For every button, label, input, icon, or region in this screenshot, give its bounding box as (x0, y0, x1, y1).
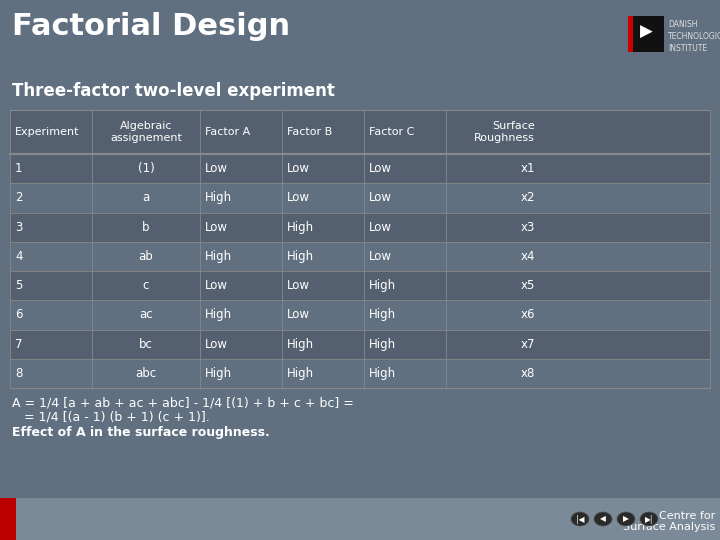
Text: x4: x4 (521, 250, 535, 263)
Text: x2: x2 (521, 191, 535, 204)
Ellipse shape (640, 512, 658, 526)
Text: 4: 4 (15, 250, 22, 263)
Bar (10, 329, 710, 359)
Bar (10, 213, 710, 242)
Text: High: High (287, 367, 314, 380)
Bar (10, 242, 710, 271)
Text: Factor A: Factor A (205, 127, 251, 137)
Bar (10, 271, 710, 300)
Text: Low: Low (369, 191, 392, 204)
Text: abc: abc (135, 367, 156, 380)
Text: High: High (205, 367, 232, 380)
Text: 8: 8 (15, 367, 22, 380)
Text: High: High (205, 250, 232, 263)
Text: a: a (143, 191, 150, 204)
Text: Low: Low (205, 338, 228, 350)
Text: ac: ac (139, 308, 153, 321)
Text: c: c (143, 279, 149, 292)
Text: ▶: ▶ (639, 23, 652, 41)
Ellipse shape (571, 512, 589, 526)
Text: = 1/4 [(a - 1) (b + 1) (c + 1)].: = 1/4 [(a - 1) (b + 1) (c + 1)]. (12, 411, 210, 424)
Text: Three-factor two-level experiment: Three-factor two-level experiment (12, 82, 335, 100)
Text: Low: Low (205, 162, 228, 175)
Text: Factor B: Factor B (287, 127, 332, 137)
Text: ab: ab (139, 250, 153, 263)
Text: 2: 2 (15, 191, 22, 204)
Text: High: High (287, 250, 314, 263)
Bar (0, 498, 16, 540)
Text: ▶: ▶ (623, 515, 629, 523)
Text: x7: x7 (521, 338, 535, 350)
Text: x6: x6 (521, 308, 535, 321)
Text: Low: Low (287, 191, 310, 204)
Text: High: High (369, 367, 396, 380)
Text: Low: Low (369, 162, 392, 175)
Text: High: High (369, 279, 396, 292)
Bar (628, 16, 664, 52)
Text: bc: bc (139, 338, 153, 350)
Text: High: High (287, 221, 314, 234)
Text: Effect of A in the surface roughness.: Effect of A in the surface roughness. (12, 426, 270, 439)
Text: Surface Analysis: Surface Analysis (623, 522, 715, 532)
Text: Factor C: Factor C (369, 127, 415, 137)
Text: |◀: |◀ (576, 515, 584, 523)
Bar (628, 16, 633, 52)
Text: Low: Low (205, 279, 228, 292)
Ellipse shape (594, 512, 612, 526)
Text: High: High (205, 308, 232, 321)
Text: High: High (287, 338, 314, 350)
Text: 5: 5 (15, 279, 22, 292)
Text: x5: x5 (521, 279, 535, 292)
Text: Centre for: Centre for (659, 511, 715, 521)
Text: 7: 7 (15, 338, 22, 350)
Text: A = 1/4 [a + ab + ac + abc] - 1/4 [(1) + b + c + bc] =: A = 1/4 [a + ab + ac + abc] - 1/4 [(1) +… (12, 396, 354, 409)
Text: High: High (369, 338, 396, 350)
Text: x3: x3 (521, 221, 535, 234)
Text: 3: 3 (15, 221, 22, 234)
Text: ▶|: ▶| (644, 515, 653, 523)
Bar (10, 300, 710, 329)
Text: b: b (143, 221, 150, 234)
Text: Surface
Roughness: Surface Roughness (474, 121, 535, 143)
Text: Experiment: Experiment (15, 127, 79, 137)
Text: Algebraic
assignement: Algebraic assignement (110, 121, 182, 143)
Text: 1: 1 (15, 162, 22, 175)
Text: Low: Low (369, 250, 392, 263)
Text: Low: Low (369, 221, 392, 234)
Text: Factorial Design: Factorial Design (12, 12, 290, 41)
Text: Low: Low (205, 221, 228, 234)
Text: Low: Low (287, 162, 310, 175)
Text: (1): (1) (138, 162, 154, 175)
Bar (10, 359, 710, 388)
Text: 6: 6 (15, 308, 22, 321)
Text: DANISH
TECHNOLOGICAL
INSTITUTE: DANISH TECHNOLOGICAL INSTITUTE (668, 20, 720, 52)
Bar (10, 183, 710, 213)
Text: ◀: ◀ (600, 515, 606, 523)
Text: Low: Low (287, 308, 310, 321)
Bar (10, 110, 710, 154)
Text: x1: x1 (521, 162, 535, 175)
Text: High: High (369, 308, 396, 321)
Ellipse shape (617, 512, 635, 526)
Text: High: High (205, 191, 232, 204)
Bar (10, 154, 710, 183)
Bar (0, 498, 720, 540)
Text: x8: x8 (521, 367, 535, 380)
Text: Low: Low (287, 279, 310, 292)
